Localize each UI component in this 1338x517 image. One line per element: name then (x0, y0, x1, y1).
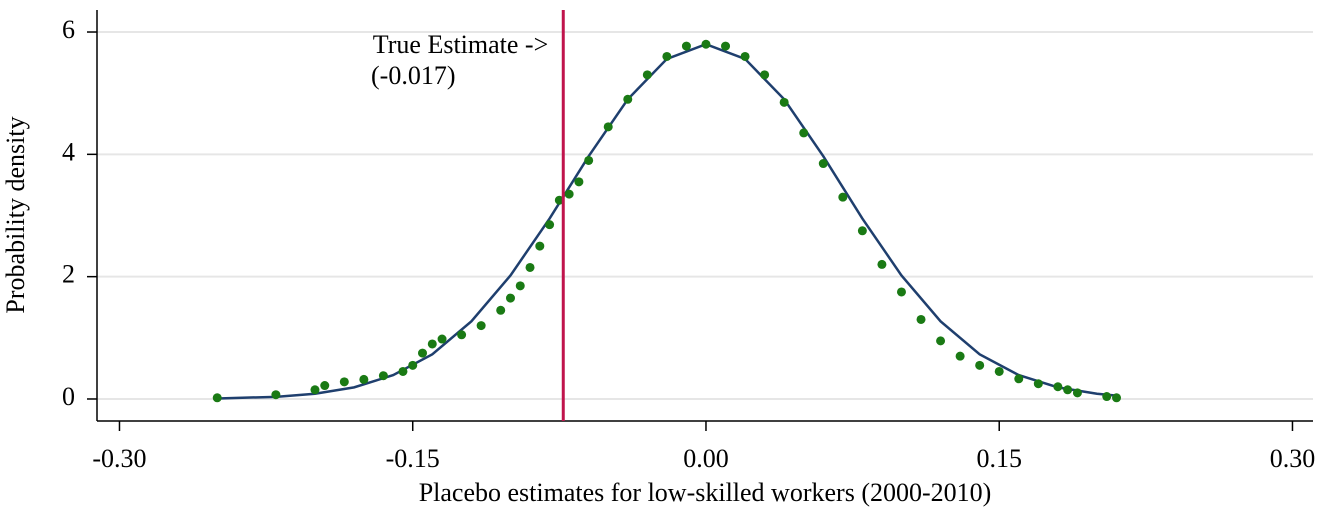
point (408, 360, 418, 370)
point (584, 155, 594, 165)
x-tick-label: -0.15 (386, 444, 440, 473)
point (701, 39, 711, 49)
point (681, 41, 691, 51)
point (1063, 385, 1073, 395)
x-tick-label: -0.30 (92, 444, 146, 473)
density-curve (217, 42, 1117, 400)
point (1053, 382, 1063, 392)
point (955, 351, 965, 361)
y-tick-label: 2 (62, 260, 75, 289)
point (378, 371, 388, 381)
point (545, 220, 555, 230)
point (857, 226, 867, 236)
annotation: True Estimate -> (373, 30, 548, 59)
point (799, 128, 809, 138)
point (515, 281, 525, 291)
point (535, 241, 545, 251)
point (994, 366, 1004, 376)
annotation: (-0.017) (371, 61, 455, 90)
point (818, 159, 828, 169)
point (740, 51, 750, 61)
point (1102, 392, 1112, 402)
x-tick-label: 0.30 (1270, 444, 1316, 473)
point (476, 321, 486, 331)
point (574, 177, 584, 187)
point (1112, 393, 1122, 403)
point (427, 339, 437, 349)
point (603, 122, 613, 132)
point (721, 41, 731, 51)
point (496, 305, 506, 315)
point (1014, 374, 1024, 384)
point (359, 374, 369, 384)
point (320, 381, 330, 391)
point (642, 70, 652, 80)
point (554, 195, 564, 205)
point (310, 385, 320, 395)
point (896, 287, 906, 297)
point (339, 377, 349, 387)
point (936, 336, 946, 346)
point (1072, 388, 1082, 398)
point (398, 366, 408, 376)
y-tick-label: 4 (62, 137, 75, 166)
point (437, 334, 447, 344)
point (877, 259, 887, 269)
x-tick-label: 0.15 (976, 444, 1022, 473)
point (975, 360, 985, 370)
point (418, 348, 428, 358)
point (457, 330, 467, 340)
y-tick-label: 0 (62, 382, 75, 411)
point (916, 314, 926, 324)
x-axis-label: Placebo estimates for low-skilled worker… (419, 478, 992, 507)
y-tick-label: 6 (62, 15, 75, 44)
point (779, 97, 789, 107)
point (525, 262, 535, 272)
point (212, 393, 222, 403)
point (271, 390, 281, 400)
x-tick-label: 0.00 (683, 444, 729, 473)
y-axis-label: Probability density (1, 116, 30, 313)
point (623, 94, 633, 104)
point (505, 293, 515, 303)
point (760, 70, 770, 80)
point (662, 51, 672, 61)
point (838, 192, 848, 202)
point (564, 189, 574, 199)
point (1033, 379, 1043, 389)
